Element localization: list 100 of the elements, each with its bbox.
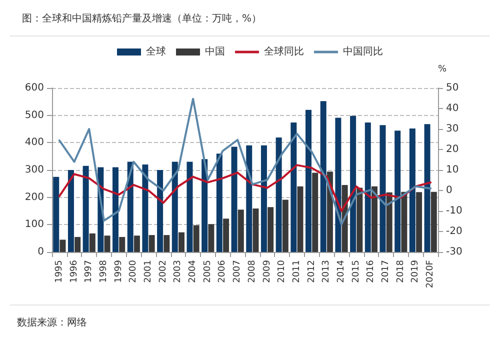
bar xyxy=(268,207,274,252)
bar xyxy=(148,235,155,252)
x-tick-label: 2006 xyxy=(218,260,228,283)
x-tick-label: 1999 xyxy=(114,260,124,283)
bar xyxy=(297,186,304,252)
x-tick-label: 2010 xyxy=(277,260,288,283)
x-tick-label: 1996 xyxy=(69,260,80,283)
bar xyxy=(371,186,378,252)
y2-tick-label: 10 xyxy=(446,164,459,176)
bar xyxy=(430,192,437,252)
x-tick-label: 2002 xyxy=(158,260,168,283)
bar xyxy=(276,137,282,252)
bar xyxy=(193,225,200,252)
bar xyxy=(223,218,230,252)
bar xyxy=(186,162,193,252)
bar xyxy=(364,122,371,252)
bar xyxy=(409,128,416,252)
bar xyxy=(104,236,110,252)
bar xyxy=(178,232,184,252)
bar xyxy=(401,192,408,252)
bar xyxy=(260,145,267,252)
bar xyxy=(208,224,214,252)
x-tick-label: 1995 xyxy=(54,260,64,283)
bar xyxy=(89,233,96,252)
y2-tick-label: 0 xyxy=(446,185,452,196)
bar xyxy=(164,235,170,252)
x-tick-label: 2011 xyxy=(292,260,302,283)
y-tick-label: 0 xyxy=(38,246,44,258)
x-tick-label: 2009 xyxy=(262,260,272,283)
x-tick-label: 2019 xyxy=(410,260,421,283)
bar xyxy=(127,162,134,252)
x-tick-label: 2003 xyxy=(173,260,184,283)
x-tick-label: 2007 xyxy=(232,260,243,283)
chart-title: 图：全球和中国精炼铅产量及增速（单位：万吨，%） xyxy=(22,12,262,24)
y-tick-label: 200 xyxy=(24,192,44,203)
x-tick-label: 2016 xyxy=(366,260,376,283)
line-series xyxy=(58,164,432,212)
bar xyxy=(134,236,140,252)
legend-label: 全球同比 xyxy=(264,46,304,58)
line-series xyxy=(58,98,432,226)
bar xyxy=(246,145,252,252)
bar xyxy=(424,124,430,252)
bar xyxy=(320,101,326,252)
bar xyxy=(312,172,318,252)
bar xyxy=(394,130,401,252)
bar xyxy=(119,236,126,252)
bar xyxy=(172,162,178,252)
y2-tick-label: 30 xyxy=(446,124,459,134)
x-tick-label: 2001 xyxy=(144,260,154,283)
x-tick-label: 2008 xyxy=(247,260,258,283)
bar xyxy=(157,170,164,252)
x-tick-label: 1998 xyxy=(98,260,109,283)
y-tick-label: 600 xyxy=(24,82,44,94)
x-tick-label: 2000 xyxy=(128,260,139,283)
bar xyxy=(238,210,244,252)
bar xyxy=(380,125,386,252)
y2-tick-label: 20 xyxy=(446,144,459,155)
x-tick-label: 1997 xyxy=(84,260,94,283)
legend-label: 中国 xyxy=(205,46,225,58)
bar xyxy=(53,176,60,252)
bar xyxy=(231,146,238,252)
y-tick-label: 100 xyxy=(24,219,44,230)
bar xyxy=(82,166,89,252)
legend-label: 全球 xyxy=(146,46,166,58)
x-tick-label: 2020F xyxy=(426,260,436,288)
x-tick-label: 2014 xyxy=(336,260,346,283)
y2-tick-label: 50 xyxy=(446,82,459,94)
bar xyxy=(74,236,81,252)
bar xyxy=(290,122,297,252)
bar xyxy=(68,170,74,252)
x-tick-label: 2017 xyxy=(381,260,392,283)
bar xyxy=(306,110,312,252)
source-note: 数据来源：网络 xyxy=(17,316,87,328)
bar xyxy=(142,164,148,252)
x-tick-label: 2012 xyxy=(306,260,317,283)
x-tick-label: 2013 xyxy=(322,260,332,283)
y2-axis-title: % xyxy=(438,64,447,74)
y-tick-label: 500 xyxy=(24,110,44,121)
y2-tick-label: -20 xyxy=(446,226,462,237)
y-tick-label: 300 xyxy=(24,164,44,176)
bar xyxy=(202,159,208,252)
bar xyxy=(416,192,422,252)
bar xyxy=(112,167,119,252)
bar xyxy=(335,118,342,252)
y2-tick-label: -10 xyxy=(446,206,462,216)
x-tick-label: 2018 xyxy=(396,260,406,283)
x-tick-label: 2004 xyxy=(188,260,198,283)
x-tick-label: 2005 xyxy=(202,260,213,283)
legend-label: 中国同比 xyxy=(343,46,383,58)
y2-tick-label: 40 xyxy=(446,103,459,114)
y-tick-label: 400 xyxy=(24,137,44,148)
bar xyxy=(282,200,288,252)
x-tick-label: 2015 xyxy=(351,260,362,283)
bar xyxy=(350,116,356,252)
bar xyxy=(60,240,66,252)
bar xyxy=(216,154,222,252)
y2-tick-label: -30 xyxy=(446,246,462,258)
bar xyxy=(252,208,259,252)
bar xyxy=(356,188,363,252)
bar xyxy=(386,192,392,252)
